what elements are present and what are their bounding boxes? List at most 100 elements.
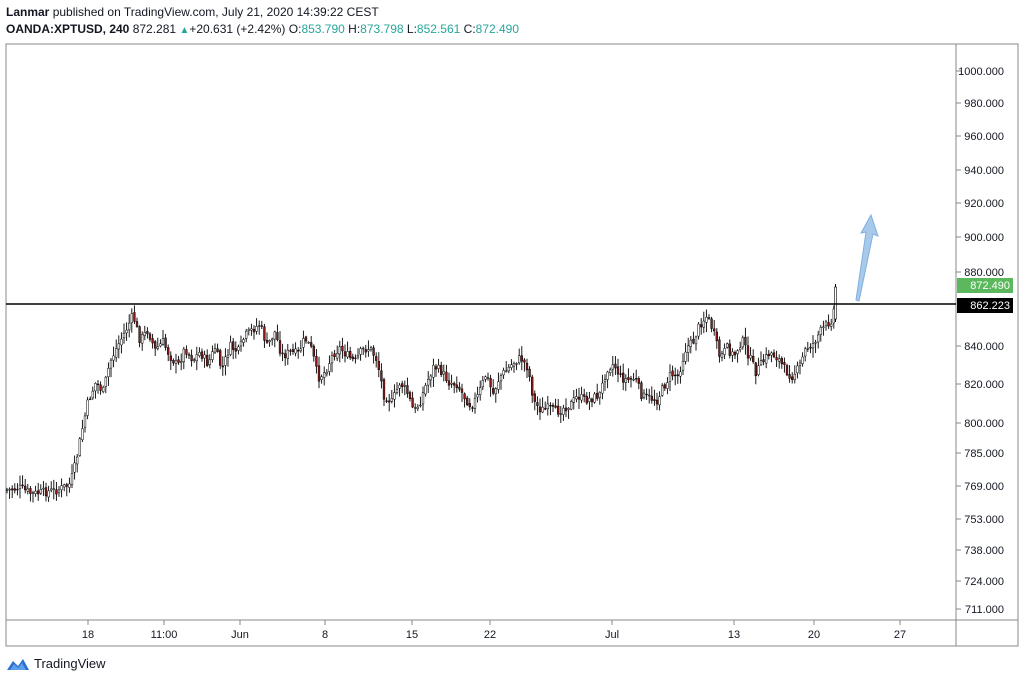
candle-body	[299, 348, 302, 352]
candle-body	[265, 339, 269, 343]
candle-body	[354, 357, 357, 359]
candle-body	[819, 327, 822, 335]
footer-brand-text: TradingView	[34, 656, 106, 671]
author-name[interactable]: Lanmar	[6, 5, 50, 19]
candle-body	[325, 371, 328, 375]
candle-body	[273, 331, 276, 340]
candle-body	[518, 355, 521, 364]
candle-body	[775, 357, 778, 361]
candle-body	[791, 376, 794, 380]
candle-body	[551, 404, 555, 407]
candle-body	[668, 372, 672, 382]
candle-body	[289, 350, 292, 352]
candle-body	[52, 488, 55, 490]
candle-body	[510, 364, 513, 368]
candle-body	[421, 392, 425, 405]
candle-body	[120, 338, 123, 346]
candle-body	[629, 378, 633, 380]
candle-body	[741, 337, 744, 348]
candle-body	[159, 343, 162, 347]
candle-body	[185, 349, 188, 355]
candle-body	[590, 398, 594, 403]
candle-body	[427, 379, 430, 386]
candle-body	[18, 484, 22, 489]
price-axis[interactable]: 1000.000 980.000 960.000 940.000 920.000 900.…	[956, 66, 1004, 616]
candle-body	[754, 362, 757, 377]
y-tick-label: 785.000	[964, 448, 1004, 460]
candle-body	[528, 368, 531, 377]
candle-body	[455, 384, 458, 389]
current-price-label: 872.490	[970, 280, 1010, 292]
candle-body	[780, 358, 783, 365]
candle-body	[250, 328, 253, 331]
candle-body	[364, 349, 367, 353]
candle-body	[635, 378, 638, 380]
candle-body	[580, 394, 583, 401]
candle-body	[785, 365, 789, 376]
x-tick-label: 22	[484, 629, 496, 641]
y-tick-label: 800.000	[964, 418, 1004, 430]
candle-body	[575, 396, 578, 400]
candle-body	[26, 488, 29, 492]
candle-body	[494, 388, 497, 395]
candle-body	[247, 329, 250, 331]
candle-body	[5, 489, 9, 491]
candle-body	[382, 379, 386, 400]
candle-body	[198, 351, 201, 356]
candle-body	[733, 352, 737, 356]
footer-brand[interactable]: TradingView	[6, 656, 106, 671]
candle-body	[73, 462, 76, 473]
y-tick-label: 738.000	[964, 545, 1004, 557]
candle-body	[237, 346, 240, 351]
y-tick-label: 960.000	[964, 131, 1004, 143]
candle-body	[463, 393, 466, 400]
candle-body	[42, 487, 45, 490]
candle-body	[541, 406, 544, 413]
x-tick-label: 27	[894, 629, 906, 641]
candle-body	[419, 404, 422, 407]
candle-body	[260, 325, 263, 327]
candle-body	[481, 380, 484, 388]
close-label: C:	[463, 22, 476, 36]
candle-body	[549, 404, 552, 407]
candle-body	[29, 488, 32, 494]
candle-body	[440, 365, 443, 375]
candle-body	[676, 374, 679, 377]
candle-body	[255, 325, 258, 332]
up-arrow-icon[interactable]	[855, 213, 879, 302]
candle-body	[31, 492, 35, 494]
symbol-label[interactable]: OANDA:XPTUSD, 240	[6, 22, 130, 36]
candle-body	[632, 379, 635, 381]
candle-body	[146, 331, 149, 334]
candle-body	[533, 393, 536, 402]
candle-body	[195, 354, 198, 362]
candle-body	[47, 490, 50, 498]
candle-body	[226, 354, 230, 358]
candle-body	[193, 359, 196, 361]
candle-body	[585, 396, 588, 404]
time-axis[interactable]: 18 11:00 Jun 8 15 22 Jul 13 20 27	[82, 620, 906, 641]
candle-body	[187, 354, 191, 356]
x-tick-label: Jul	[605, 629, 619, 641]
candle-body	[263, 326, 266, 341]
candle-body	[512, 363, 516, 367]
candle-body	[57, 489, 61, 493]
candle-body	[640, 382, 643, 399]
candle-body	[252, 329, 256, 333]
candle-body	[135, 321, 139, 327]
candle-body	[616, 366, 620, 375]
x-tick-label: Jun	[231, 629, 249, 641]
candle-body	[180, 361, 183, 364]
candle-body	[544, 408, 547, 410]
candle-body	[385, 400, 388, 402]
candle-body	[133, 312, 136, 322]
candle-body	[312, 345, 315, 357]
candle-body	[822, 326, 825, 328]
candle-body	[104, 376, 107, 387]
candle-body	[276, 332, 279, 340]
candle-body	[611, 364, 614, 370]
candle-body	[757, 365, 760, 376]
candle-body	[406, 385, 409, 394]
candle-body	[245, 330, 248, 339]
